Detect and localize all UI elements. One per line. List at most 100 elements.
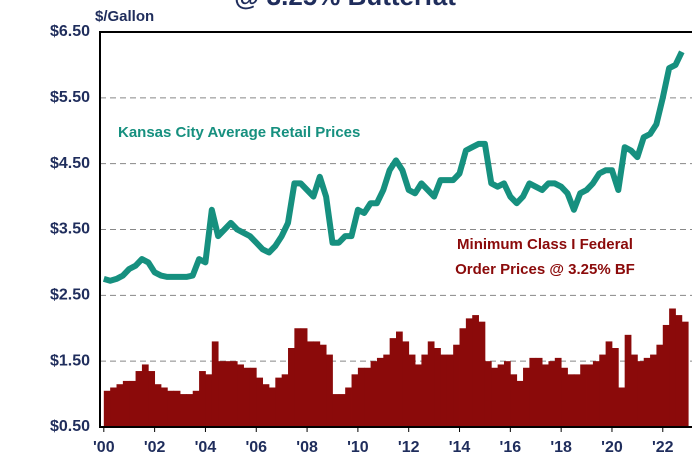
series-label: Minimum Class I Federal (457, 236, 633, 253)
x-tick-label: '12 (398, 439, 420, 456)
bar (224, 361, 232, 427)
bar (605, 341, 613, 427)
bar (141, 364, 149, 427)
x-tick-label: '08 (296, 439, 318, 456)
chart-title: @ 3.25% Butterfat (234, 0, 456, 11)
y-tick-label: $6.50 (50, 23, 90, 40)
bar (440, 354, 448, 427)
bar (294, 328, 302, 427)
bar (675, 315, 683, 427)
bar (313, 341, 321, 427)
bar (427, 341, 435, 427)
bar (624, 334, 632, 427)
line (102, 50, 685, 284)
bar (326, 354, 333, 427)
bar (446, 354, 454, 427)
bar (300, 328, 308, 427)
bar (110, 387, 117, 427)
bar (561, 367, 568, 427)
bar (631, 354, 638, 427)
x-tick-label: '16 (500, 439, 522, 456)
bar (453, 344, 460, 427)
bar (249, 367, 257, 427)
bar (542, 364, 549, 427)
bar (338, 394, 346, 427)
bar (548, 361, 556, 427)
bar (573, 374, 581, 427)
y-tick-label: $3.50 (50, 221, 90, 238)
bar (116, 384, 124, 427)
bar (275, 377, 283, 427)
bar (230, 361, 238, 427)
bar (122, 380, 130, 427)
y-tick-label: $0.50 (50, 418, 90, 435)
x-tick-label: '22 (652, 439, 674, 456)
bar (650, 354, 657, 427)
plot-frame (99, 31, 692, 428)
bar (268, 387, 276, 427)
bar (478, 321, 486, 427)
bar (554, 357, 562, 427)
bar (529, 357, 537, 427)
bar (173, 390, 181, 427)
bar (211, 341, 219, 427)
bar (256, 377, 264, 427)
bar (637, 361, 645, 427)
bar (611, 348, 619, 427)
y-tick-label: $4.50 (50, 155, 90, 172)
bar (383, 354, 391, 427)
bar (396, 331, 403, 427)
bar (129, 380, 136, 427)
bar (160, 387, 168, 427)
bar (389, 338, 397, 427)
bar (307, 341, 314, 427)
bar (154, 384, 162, 427)
bar (580, 364, 587, 427)
bar (497, 364, 505, 427)
bar (345, 387, 352, 427)
bar (357, 367, 365, 427)
bar (681, 321, 689, 427)
x-tick-label: '00 (93, 439, 115, 456)
bar (618, 387, 626, 427)
bar (643, 357, 651, 427)
bar (472, 315, 479, 427)
bar (167, 390, 175, 427)
y-tick-label: $5.50 (50, 89, 90, 106)
x-tick-label: '20 (601, 439, 623, 456)
bar (523, 367, 530, 427)
bar (243, 367, 251, 427)
bar (370, 361, 378, 427)
bar (465, 318, 473, 427)
bar (319, 344, 327, 427)
bar (376, 357, 384, 427)
bar (586, 364, 594, 427)
bar (434, 348, 441, 427)
bar (510, 374, 518, 427)
y-axis-label: $/Gallon (95, 8, 154, 25)
series-label: Order Prices @ 3.25% BF (455, 261, 635, 278)
bar (484, 361, 492, 427)
bar (237, 364, 244, 427)
bar (402, 341, 410, 427)
bar (567, 374, 575, 427)
bar (459, 328, 467, 427)
bar (503, 361, 511, 427)
bar (364, 367, 371, 427)
bar (199, 371, 206, 427)
bar (491, 367, 499, 427)
bar (186, 394, 194, 427)
x-tick-label: '14 (449, 439, 471, 456)
bar (516, 380, 524, 427)
x-tick-label: '10 (347, 439, 369, 456)
bar (669, 308, 676, 427)
bar (421, 354, 429, 427)
bar (351, 374, 359, 427)
bar (218, 361, 225, 427)
bar (205, 374, 213, 427)
x-tick-label: '06 (245, 439, 267, 456)
y-tick-label: $1.50 (50, 352, 90, 369)
bar (192, 390, 200, 427)
bar (408, 354, 416, 427)
